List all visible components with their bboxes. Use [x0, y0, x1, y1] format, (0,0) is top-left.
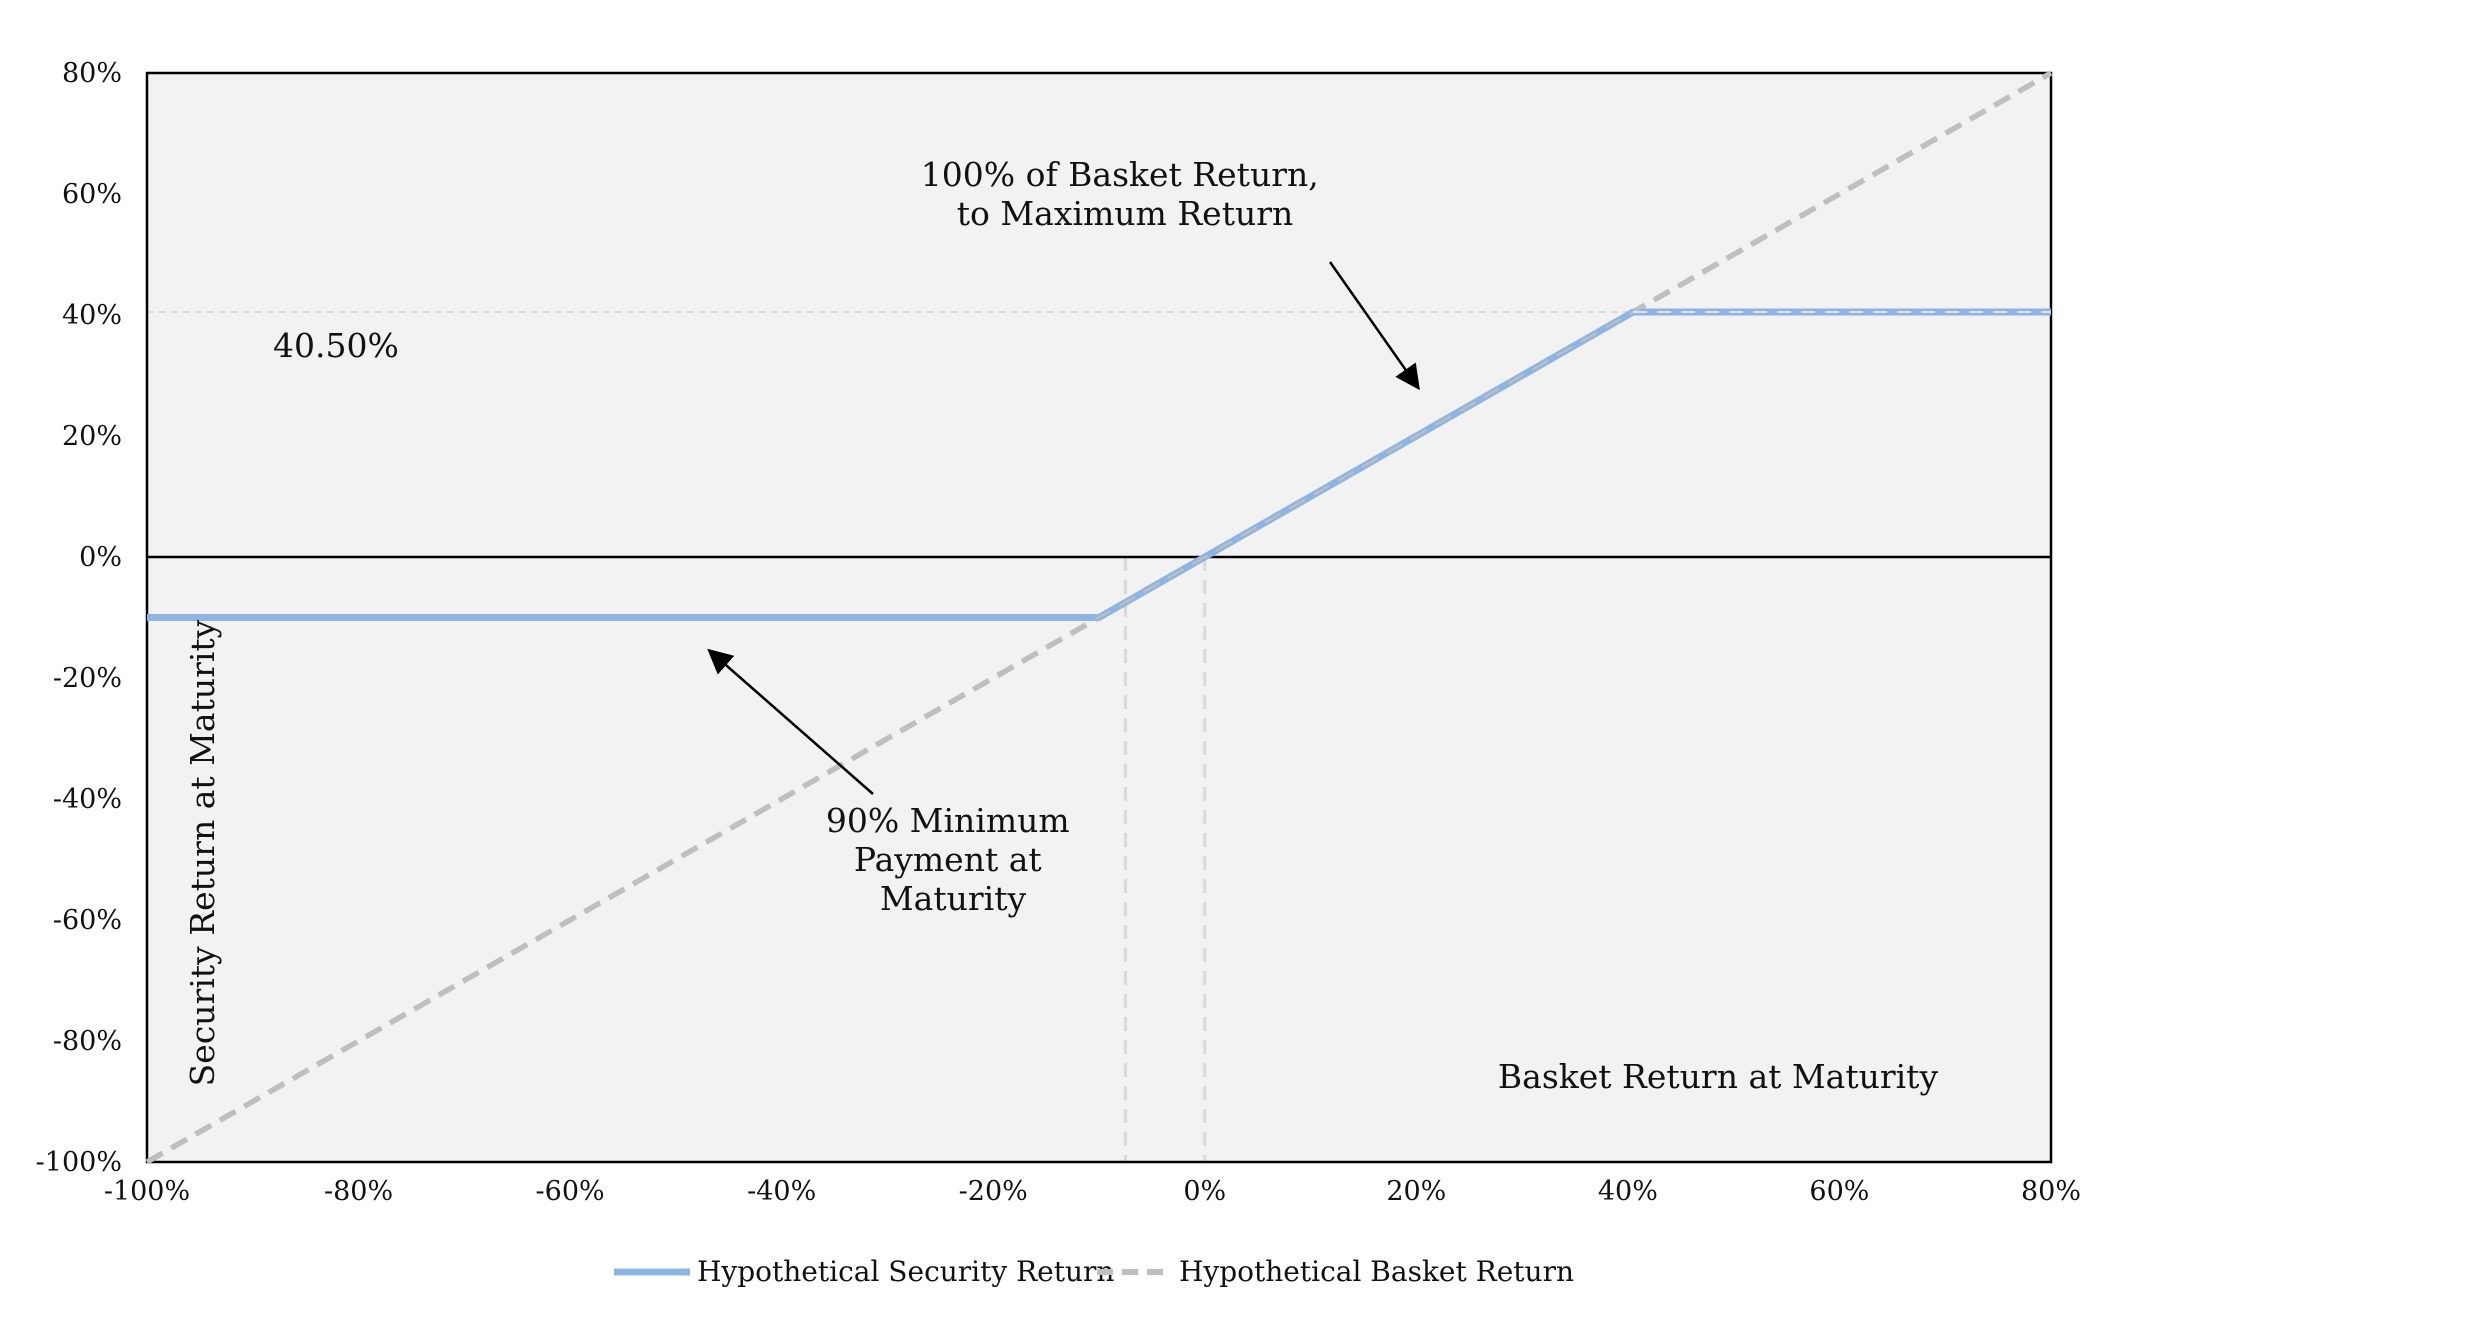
- x-tick-label: 40%: [1598, 1176, 1658, 1207]
- floor-annotation-line-3: Maturity: [880, 879, 1027, 918]
- x-tick-label: -60%: [536, 1176, 605, 1207]
- x-tick-labels: -100% -80% -60% -40% -20% 0% 20% 40% 60% 80%: [104, 1176, 2081, 1207]
- y-tick-label: 40%: [62, 300, 122, 331]
- y-tick-label: -60%: [53, 905, 122, 936]
- x-tick-label: -40%: [747, 1176, 816, 1207]
- cap-value-label: 40.50%: [273, 326, 399, 365]
- cap-arrow: [1328, 261, 1420, 391]
- x-axis-title: Basket Return at Maturity: [1498, 1057, 1939, 1096]
- y-tick-label: -100%: [36, 1147, 122, 1178]
- x-tick-label: 20%: [1386, 1176, 1446, 1207]
- floor-annotation-line-2: Payment at: [854, 840, 1042, 879]
- legend-label-security: Hypothetical Security Return: [697, 1255, 1114, 1288]
- series-basket-return-overlay: [146, 71, 2052, 1164]
- x-tick-label: 60%: [1809, 1176, 1869, 1207]
- x-tick-label: 0%: [1183, 1176, 1226, 1207]
- y-tick-label: 20%: [62, 421, 122, 452]
- y-tick-label: 60%: [62, 179, 122, 210]
- cap-annotation-line-2: to Maximum Return: [957, 194, 1294, 233]
- y-tick-label: -40%: [53, 784, 122, 815]
- floor-arrow: [707, 648, 874, 795]
- floor-annotation: 90% Minimum Payment at Maturity: [826, 801, 1080, 918]
- y-tick-labels: 80% 60% 40% 20% 0% -20% -40% -60% -80% -100%: [36, 58, 122, 1178]
- x-tick-label: -100%: [104, 1176, 190, 1207]
- y-axis-title: Security Return at Maturity: [183, 619, 222, 1086]
- y-tick-label: 0%: [79, 542, 122, 573]
- floor-annotation-line-1: 90% Minimum: [826, 801, 1070, 840]
- legend: Hypothetical Security Return Hypothetica…: [614, 1255, 1574, 1288]
- y-tick-label: -80%: [53, 1026, 122, 1057]
- x-tick-label: -20%: [959, 1176, 1028, 1207]
- legend-label-basket: Hypothetical Basket Return: [1179, 1255, 1574, 1288]
- series-layer: [145, 70, 2053, 1165]
- x-tick-label: -80%: [324, 1176, 393, 1207]
- x-tick-label: 80%: [2021, 1176, 2081, 1207]
- cap-annotation-line-1: 100% of Basket Return,: [921, 155, 1319, 194]
- y-tick-label: 80%: [62, 58, 122, 89]
- cap-annotation: 100% of Basket Return, to Maximum Return: [921, 155, 1329, 233]
- y-tick-label: -20%: [53, 663, 122, 694]
